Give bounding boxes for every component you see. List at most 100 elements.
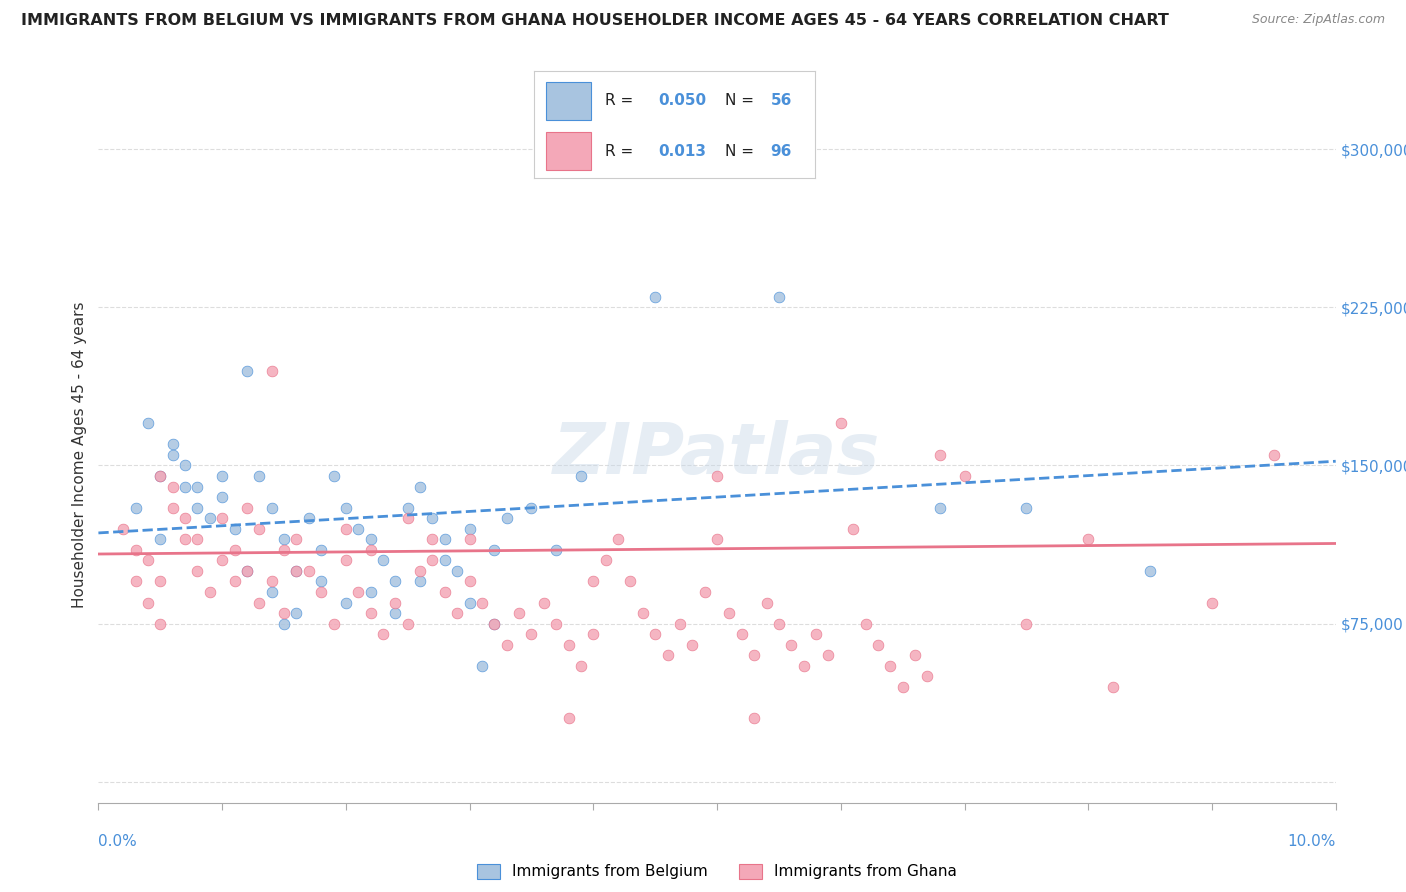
Text: 0.050: 0.050 [658, 93, 706, 108]
Text: IMMIGRANTS FROM BELGIUM VS IMMIGRANTS FROM GHANA HOUSEHOLDER INCOME AGES 45 - 64: IMMIGRANTS FROM BELGIUM VS IMMIGRANTS FR… [21, 13, 1168, 29]
Point [236, 363, 259, 377]
Point [224, 542, 246, 557]
Point [211, 469, 233, 483]
Point [149, 469, 172, 483]
Point [384, 595, 406, 609]
Point [879, 658, 901, 673]
Point [508, 606, 530, 620]
Point [360, 585, 382, 599]
Point [309, 542, 332, 557]
Point [557, 711, 579, 725]
Point [842, 522, 865, 536]
Point [174, 479, 197, 493]
Point [162, 479, 184, 493]
Point [644, 290, 666, 304]
Point [309, 585, 332, 599]
Point [458, 533, 481, 547]
Point [433, 585, 456, 599]
Point [1263, 448, 1285, 462]
Legend: Immigrants from Belgium, Immigrants from Ghana: Immigrants from Belgium, Immigrants from… [471, 857, 963, 886]
Text: N =: N = [725, 145, 759, 159]
Point [1015, 500, 1038, 515]
Point [224, 574, 246, 589]
Point [360, 606, 382, 620]
Point [384, 574, 406, 589]
Point [273, 606, 295, 620]
Point [484, 542, 506, 557]
Point [136, 595, 159, 609]
Point [273, 616, 295, 631]
Text: 96: 96 [770, 145, 792, 159]
Point [681, 638, 703, 652]
Text: 10.0%: 10.0% [1288, 834, 1336, 849]
Point [458, 595, 481, 609]
Point [495, 638, 517, 652]
Point [360, 533, 382, 547]
Point [644, 627, 666, 641]
Point [855, 616, 877, 631]
Point [768, 616, 790, 631]
Point [422, 553, 444, 567]
Point [409, 564, 432, 578]
Point [371, 553, 394, 567]
Point [198, 585, 221, 599]
Point [768, 290, 790, 304]
Point [657, 648, 679, 663]
Point [817, 648, 839, 663]
Text: R =: R = [605, 93, 638, 108]
Point [136, 417, 159, 431]
Point [198, 511, 221, 525]
Point [706, 533, 728, 547]
Point [669, 616, 692, 631]
Point [446, 564, 468, 578]
Point [780, 638, 803, 652]
Point [433, 553, 456, 567]
Point [546, 542, 568, 557]
Point [236, 564, 259, 578]
Point [335, 500, 357, 515]
Point [347, 522, 370, 536]
Point [260, 574, 283, 589]
Point [322, 469, 344, 483]
Point [928, 500, 950, 515]
Point [742, 648, 765, 663]
Point [285, 533, 308, 547]
Point [186, 479, 208, 493]
Point [298, 511, 321, 525]
Point [484, 616, 506, 631]
Point [211, 490, 233, 504]
Point [631, 606, 654, 620]
Point [149, 533, 172, 547]
Point [409, 479, 432, 493]
Point [124, 574, 146, 589]
Point [569, 469, 592, 483]
Point [124, 542, 146, 557]
Point [557, 638, 579, 652]
Point [446, 606, 468, 620]
Point [149, 469, 172, 483]
Point [124, 500, 146, 515]
Point [396, 616, 419, 631]
Text: Source: ZipAtlas.com: Source: ZipAtlas.com [1251, 13, 1385, 27]
Point [260, 363, 283, 377]
Point [285, 564, 308, 578]
Point [484, 616, 506, 631]
Point [309, 574, 332, 589]
Point [335, 553, 357, 567]
Point [495, 511, 517, 525]
Point [458, 574, 481, 589]
Point [693, 585, 716, 599]
Y-axis label: Householder Income Ages 45 - 64 years: Householder Income Ages 45 - 64 years [72, 301, 87, 608]
Point [830, 417, 852, 431]
Point [273, 533, 295, 547]
Point [371, 627, 394, 641]
Point [582, 627, 605, 641]
Point [866, 638, 889, 652]
Point [409, 574, 432, 589]
Text: 0.0%: 0.0% [98, 834, 138, 849]
Point [471, 595, 494, 609]
Point [260, 500, 283, 515]
Point [112, 522, 135, 536]
Point [928, 448, 950, 462]
Point [186, 533, 208, 547]
